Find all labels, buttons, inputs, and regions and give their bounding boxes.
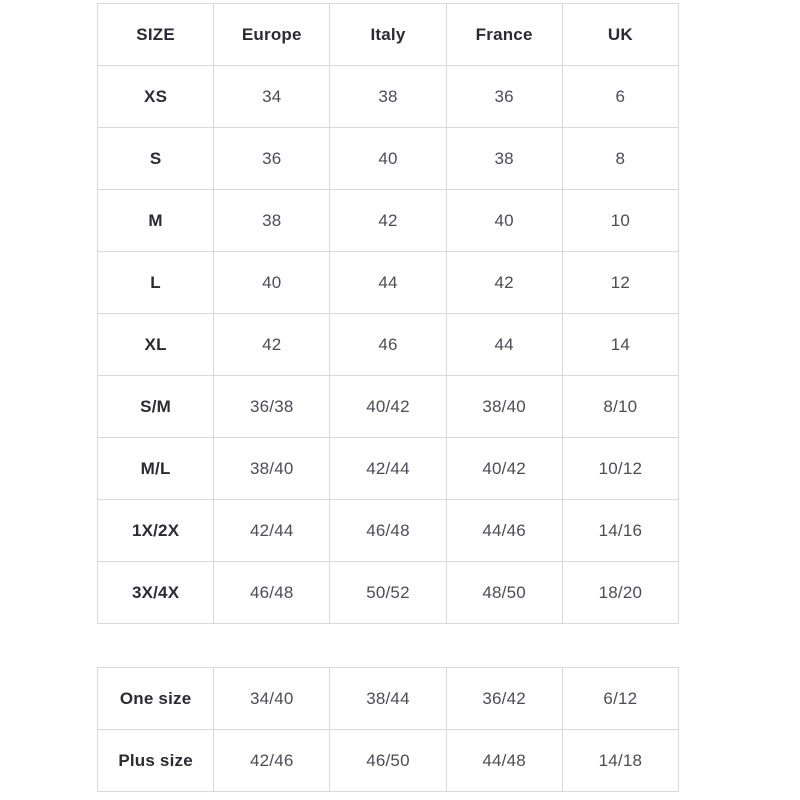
table-cell: 12 <box>561 251 680 314</box>
table-cell: 34 <box>213 65 331 128</box>
table-row: M/L 38/40 42/44 40/42 10/12 <box>96 437 680 500</box>
table-cell: 38 <box>213 189 331 252</box>
row-label: S <box>96 127 215 190</box>
table-row: XL 42 46 44 14 <box>96 313 680 376</box>
column-header-uk: UK <box>561 3 680 66</box>
table-cell: 36/38 <box>213 375 331 438</box>
table-cell: 46/48 <box>213 561 331 624</box>
table-cell: 48/50 <box>445 561 563 624</box>
table-row: Plus size 42/46 46/50 44/48 14/18 <box>96 729 680 792</box>
row-label: M <box>96 189 215 252</box>
table-row: S 36 40 38 8 <box>96 127 680 190</box>
table-cell: 38 <box>445 127 563 190</box>
row-label: L <box>96 251 215 314</box>
column-header-italy: Italy <box>329 3 447 66</box>
table-cell: 38/44 <box>329 667 447 730</box>
table-cell: 34/40 <box>213 667 331 730</box>
table-row: M 38 42 40 10 <box>96 189 680 252</box>
row-label-one-size: One size <box>96 667 215 730</box>
row-label: XS <box>96 65 215 128</box>
table-cell: 36 <box>213 127 331 190</box>
table-cell: 46/48 <box>329 499 447 562</box>
table-cell: 40 <box>329 127 447 190</box>
table-cell: 46/50 <box>329 729 447 792</box>
table-cell: 14/18 <box>561 729 680 792</box>
table-cell: 36/42 <box>445 667 563 730</box>
table-cell: 40/42 <box>329 375 447 438</box>
size-conversion-table-secondary: One size 34/40 38/44 36/42 6/12 Plus siz… <box>96 667 680 792</box>
table-cell: 38/40 <box>213 437 331 500</box>
header-row: SIZE Europe Italy France UK <box>96 3 680 66</box>
row-label: 3X/4X <box>96 561 215 624</box>
column-header-size: SIZE <box>96 3 215 66</box>
table-cell: 14/16 <box>561 499 680 562</box>
table-cell: 18/20 <box>561 561 680 624</box>
table-row: One size 34/40 38/44 36/42 6/12 <box>96 667 680 730</box>
table-cell: 44 <box>329 251 447 314</box>
table-cell: 10 <box>561 189 680 252</box>
column-header-france: France <box>445 3 563 66</box>
table-cell: 42 <box>445 251 563 314</box>
row-label: XL <box>96 313 215 376</box>
table-cell: 38 <box>329 65 447 128</box>
table-cell: 14 <box>561 313 680 376</box>
table-cell: 8 <box>561 127 680 190</box>
table-cell: 6/12 <box>561 667 680 730</box>
table-row: L 40 44 42 12 <box>96 251 680 314</box>
table-cell: 42/44 <box>329 437 447 500</box>
table-row: 3X/4X 46/48 50/52 48/50 18/20 <box>96 561 680 624</box>
table-cell: 8/10 <box>561 375 680 438</box>
column-header-europe: Europe <box>213 3 331 66</box>
table-cell: 44/48 <box>445 729 563 792</box>
table-cell: 40 <box>213 251 331 314</box>
table-cell: 36 <box>445 65 563 128</box>
table-cell: 46 <box>329 313 447 376</box>
table-cell: 50/52 <box>329 561 447 624</box>
table-cell: 40/42 <box>445 437 563 500</box>
row-label-plus-size: Plus size <box>96 729 215 792</box>
table-cell: 10/12 <box>561 437 680 500</box>
table-cell: 42 <box>329 189 447 252</box>
table-cell: 44/46 <box>445 499 563 562</box>
row-label: 1X/2X <box>96 499 215 562</box>
size-conversion-table-main: SIZE Europe Italy France UK XS 34 38 36 … <box>96 3 680 624</box>
table-row: XS 34 38 36 6 <box>96 65 680 128</box>
table-row: 1X/2X 42/44 46/48 44/46 14/16 <box>96 499 680 562</box>
table-row: S/M 36/38 40/42 38/40 8/10 <box>96 375 680 438</box>
table-cell: 40 <box>445 189 563 252</box>
table-cell: 6 <box>561 65 680 128</box>
table-cell: 42 <box>213 313 331 376</box>
row-label: M/L <box>96 437 215 500</box>
table-cell: 42/44 <box>213 499 331 562</box>
row-label: S/M <box>96 375 215 438</box>
table-cell: 44 <box>445 313 563 376</box>
table-cell: 42/46 <box>213 729 331 792</box>
table-cell: 38/40 <box>445 375 563 438</box>
